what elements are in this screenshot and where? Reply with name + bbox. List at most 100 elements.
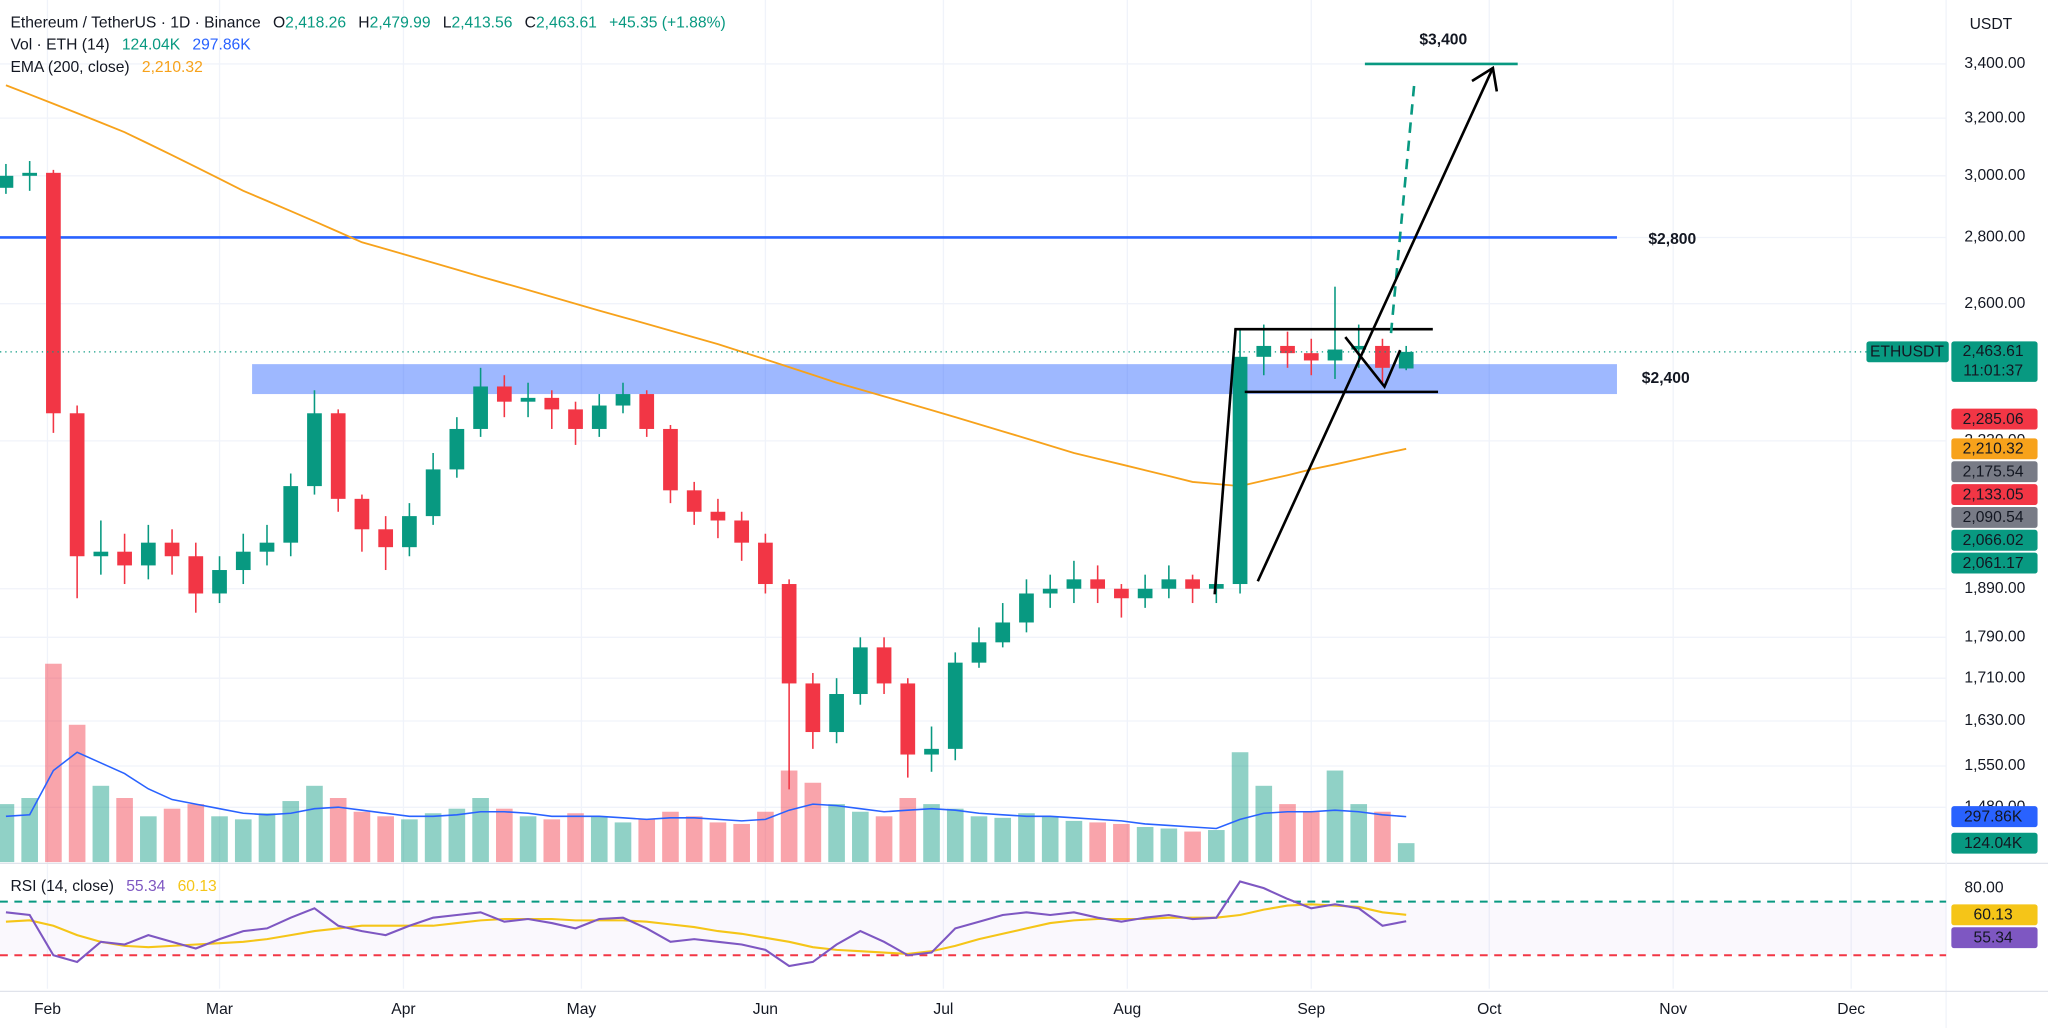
volume-bar: [140, 816, 157, 863]
candle-body: [0, 175, 14, 188]
rsi-tick-label: 80.00: [1964, 879, 2003, 896]
volume-bar: [1113, 823, 1130, 863]
candle-body: [93, 551, 109, 557]
candle-body: [140, 542, 156, 566]
axes: 3,400.00 3,200.00 3,000.00 2,800.00 2,600.00…: [34, 55, 2038, 1018]
rsi-ma-line: [5, 903, 1407, 955]
volume-bar: [211, 816, 228, 863]
volume-bar: [804, 782, 822, 863]
candle-body: [568, 409, 583, 429]
volume-bar: [1208, 830, 1225, 863]
volume-bar: [45, 663, 62, 863]
candle-body: [164, 542, 180, 557]
low-value: 2,413.56: [451, 15, 512, 32]
volume-bar: [1302, 811, 1320, 863]
candle-body: [544, 397, 560, 410]
candle-body: [1351, 345, 1367, 350]
price-label-box: [1951, 461, 2038, 483]
last-price-box: [1951, 341, 2038, 382]
candle-body: [686, 490, 702, 512]
high-value: 2,479.99: [370, 15, 431, 32]
price-label: 2,175.54: [1963, 463, 2024, 480]
candle-body: [188, 556, 204, 594]
projection-dashed: [1389, 80, 1416, 334]
candle-body: [734, 520, 750, 543]
candle-body: [496, 386, 512, 402]
candle-body: [378, 529, 394, 548]
last-price: 2,463.61: [1963, 343, 2024, 360]
y-tick-label: 1,550.00: [1964, 757, 2025, 774]
x-tick-label: Dec: [1837, 1001, 1865, 1018]
volume-bar: [1184, 831, 1201, 863]
volume-bar: [163, 808, 181, 863]
volume-bar: [187, 804, 205, 863]
volume-bar: [1374, 811, 1391, 863]
volume-bar: [757, 811, 774, 863]
candle-body: [900, 683, 916, 755]
price-label: 2,133.05: [1963, 486, 2024, 503]
volume-bar: [0, 804, 15, 863]
low-label: L: [443, 15, 452, 32]
volume-bar: [709, 822, 727, 863]
candle-body: [69, 413, 85, 557]
volume-bar: [21, 798, 38, 863]
y-tick-label: 3,200.00: [1964, 109, 2025, 126]
volume-ma-line: [5, 751, 1407, 830]
volume-bar: [923, 804, 940, 863]
volume-bar: [92, 785, 110, 863]
volume-bar: [662, 811, 679, 863]
candle-body: [1137, 588, 1153, 599]
candle-body: [1019, 593, 1034, 623]
volume-bar: [1231, 752, 1249, 863]
volume-label-box: [1951, 832, 2038, 854]
candle-body: [995, 622, 1011, 643]
ema-legend: EMA (200, close) 2,210.32: [10, 59, 202, 76]
candle-body: [1090, 579, 1106, 589]
currency: USDT: [1970, 16, 2013, 33]
x-tick-label: Nov: [1659, 1001, 1687, 1018]
open-label: O: [273, 15, 285, 32]
candle-body: [22, 172, 38, 176]
rsi-last: 55.34: [126, 878, 165, 895]
volume-bar: [1326, 770, 1344, 863]
candle-body: [259, 542, 275, 552]
x-tick-label: May: [567, 1001, 597, 1018]
rsi-label: 55.34: [1974, 929, 2013, 946]
candle-body: [235, 551, 251, 571]
rsi-ma-label-box: [1951, 904, 2038, 926]
candle-body: [307, 413, 322, 487]
y-tick-label: 1,890.00: [1964, 580, 2025, 597]
ema-name: EMA (200, close): [10, 59, 129, 76]
symbol-title: Ethereum / TetherUS · 1D · Binance: [10, 15, 261, 32]
volume-bar: [329, 798, 347, 863]
volume-bar: [1041, 816, 1059, 863]
ema-last: 2,210.32: [142, 59, 203, 76]
candle-body: [663, 428, 678, 491]
volume-bar: [733, 823, 750, 863]
candle-body: [117, 551, 132, 566]
candle-body: [829, 694, 844, 733]
candle-body: [1161, 579, 1177, 589]
candle-body: [330, 413, 346, 499]
volume-bar: [282, 801, 300, 863]
volume-name: Vol · ETH (14): [10, 37, 109, 54]
price-label-box: [1951, 484, 2038, 505]
x-tick-label: Jul: [933, 1001, 953, 1018]
y-tick-label: 1,790.00: [1964, 628, 2025, 645]
candle-body: [402, 516, 417, 548]
volume-bar: [68, 724, 86, 863]
candle-body: [473, 386, 488, 429]
volume-bar: [1089, 822, 1106, 863]
open-value: 2,418.26: [285, 15, 346, 32]
volume-bar: [448, 808, 466, 863]
volume-bar: [1160, 828, 1178, 863]
price-label-box: [1951, 552, 2038, 574]
rsi-ma-label: 60.13: [1974, 907, 2013, 924]
y-tick-label: 3,000.00: [1964, 167, 2025, 184]
volume-bar: [472, 798, 489, 863]
price-label-box: [1951, 529, 2038, 551]
volume-bar: [780, 770, 798, 863]
